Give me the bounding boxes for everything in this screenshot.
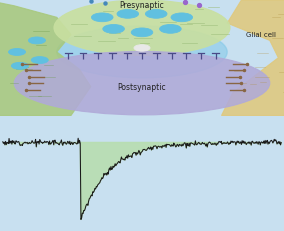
Circle shape: [134, 45, 150, 51]
Circle shape: [171, 13, 193, 22]
Circle shape: [9, 49, 26, 55]
Text: Presynaptic: Presynaptic: [120, 1, 164, 10]
Text: Glial cell: Glial cell: [246, 32, 276, 38]
Circle shape: [145, 9, 167, 18]
Circle shape: [117, 9, 139, 18]
Circle shape: [31, 57, 48, 64]
Circle shape: [160, 24, 181, 33]
Circle shape: [131, 28, 153, 37]
Circle shape: [91, 13, 113, 22]
Circle shape: [28, 37, 45, 44]
Ellipse shape: [57, 26, 227, 78]
Ellipse shape: [14, 51, 270, 115]
Circle shape: [11, 62, 28, 69]
Polygon shape: [0, 0, 91, 116]
Text: Postsynaptic: Postsynaptic: [118, 83, 166, 92]
Circle shape: [103, 24, 124, 33]
Polygon shape: [222, 0, 284, 116]
Ellipse shape: [54, 0, 230, 55]
